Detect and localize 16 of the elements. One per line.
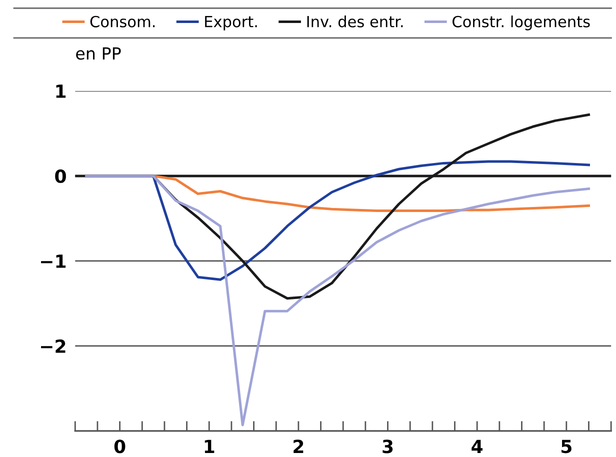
legend-label: Consom. [90, 16, 155, 28]
y-tick-label: 1 [56, 84, 66, 98]
legend-label: Inv. des entr. [307, 16, 403, 28]
y-axis-title: en PP [76, 47, 121, 60]
x-tick-label: 0 [114, 440, 126, 454]
x-tick-label: 2 [294, 440, 304, 454]
x-tick-label: 1 [204, 440, 214, 454]
y-tick-label: −1 [41, 254, 66, 268]
line-series [85, 174, 590, 426]
y-tick-label: −2 [41, 339, 66, 353]
legend-label: Constr. logements [452, 16, 590, 30]
x-tick-label: 3 [382, 440, 393, 454]
y-tick-label: 0 [55, 169, 66, 184]
x-tick-label: 4 [472, 440, 483, 454]
legend-label: Export. [205, 16, 257, 30]
x-tick-label: 5 [562, 440, 572, 454]
